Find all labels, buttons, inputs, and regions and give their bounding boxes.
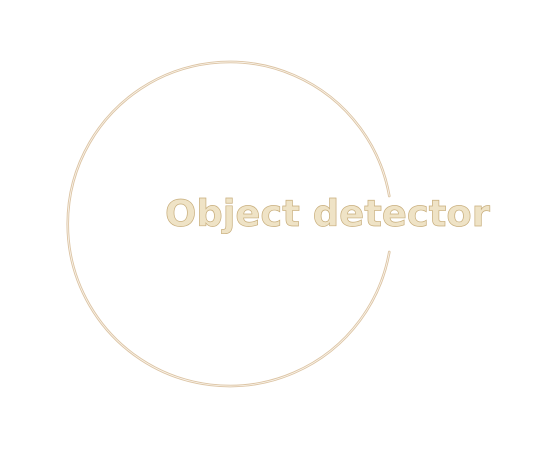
logo-ring-inner (67, 61, 390, 387)
logo-title: Object detector (165, 192, 491, 235)
